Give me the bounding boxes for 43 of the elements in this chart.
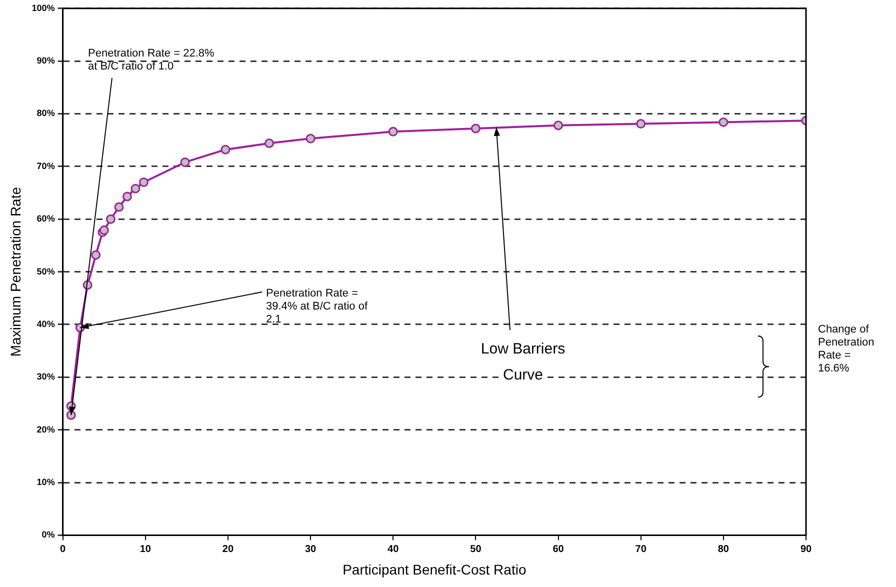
annotation: Penetration Rate = 39.4% at B/C ratio of 2.1 — [266, 288, 368, 326]
point — [180, 157, 190, 167]
x-tick-label: 0 — [60, 544, 66, 555]
point — [99, 225, 109, 235]
x-tick-label: 30 — [304, 544, 317, 555]
y-tick-label: 70% — [36, 160, 55, 171]
point — [388, 126, 398, 136]
x-axis-title: Participant Benefit-Cost Ratio — [342, 561, 526, 578]
point — [718, 117, 728, 127]
annotation: Penetration Rate = 22.8% at B/C ratio of 1.0 — [88, 48, 214, 73]
point — [130, 184, 140, 194]
y-axis-title: Maximum Penetration Rate — [7, 186, 24, 357]
y-tick-label: 10% — [36, 477, 55, 488]
x-tick-label: 20 — [222, 544, 234, 555]
annotation: Low Barriers Curve — [480, 340, 566, 384]
y-tick-label: 80% — [36, 108, 55, 118]
point — [114, 202, 124, 212]
x-tick-label: 50 — [470, 544, 482, 555]
y-tick-label: 100% — [32, 2, 55, 13]
y-tick-label: 40% — [36, 318, 55, 329]
point — [91, 250, 101, 260]
y-tick-label: 0% — [42, 530, 55, 540]
point — [138, 177, 148, 187]
text: Change of Penetration Rate = 16.6% — [818, 324, 874, 375]
x-tick-label: 10 — [140, 544, 152, 555]
point — [306, 134, 316, 144]
y-tick-label: 90% — [36, 56, 55, 66]
y-tick-label: 20% — [36, 424, 55, 434]
point — [220, 144, 230, 154]
point — [554, 120, 564, 130]
y-tick-label: 50% — [36, 266, 55, 276]
point — [264, 138, 274, 148]
y-tick-label: 30% — [36, 372, 55, 382]
point — [470, 124, 480, 134]
x-tick-label: 70 — [635, 544, 647, 555]
point — [106, 214, 116, 224]
x-tick-label: 90 — [800, 544, 812, 555]
point — [636, 119, 646, 129]
point — [122, 192, 132, 202]
y-tick-label: 60% — [36, 214, 55, 224]
x-tick-label: 60 — [552, 544, 564, 555]
x-tick-label: 40 — [388, 544, 400, 555]
x-tick-label: 80 — [718, 544, 730, 555]
